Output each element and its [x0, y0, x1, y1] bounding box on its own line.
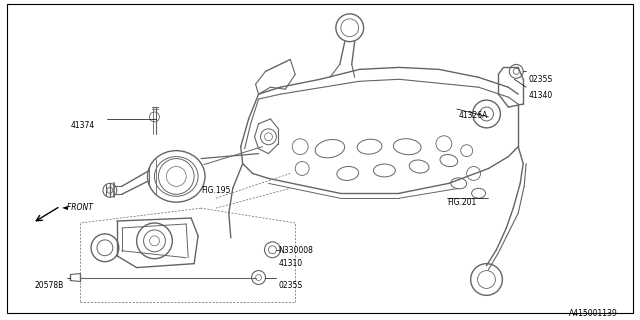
Text: ◄FRONT: ◄FRONT — [62, 203, 94, 212]
Text: FIG.195: FIG.195 — [201, 186, 230, 195]
Text: N330008: N330008 — [278, 246, 313, 255]
Text: 0235S: 0235S — [278, 282, 303, 291]
Text: 0235S: 0235S — [528, 75, 552, 84]
Text: 20578B: 20578B — [35, 282, 64, 291]
Text: A415001139: A415001139 — [568, 309, 618, 318]
Text: 41326A: 41326A — [459, 111, 488, 120]
Text: 41340: 41340 — [528, 91, 552, 100]
Text: 41374: 41374 — [70, 121, 95, 130]
Text: 41310: 41310 — [278, 259, 303, 268]
Text: FIG.201: FIG.201 — [447, 198, 476, 207]
